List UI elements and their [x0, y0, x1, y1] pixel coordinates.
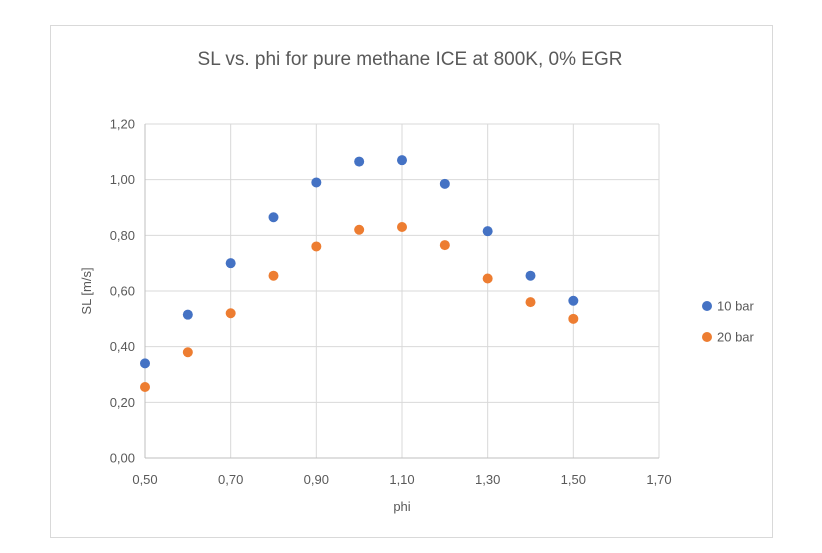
- y-tick-label: 0,80: [110, 228, 135, 243]
- chart-title: SL vs. phi for pure methane ICE at 800K,…: [198, 49, 623, 70]
- x-tick-label: 1,70: [646, 472, 671, 487]
- data-point-10-bar: [140, 358, 150, 369]
- tick-labels: 0,00 0,20 0,40 0,60 0,80 1,00 1,20 0,50 0,70 0,90…: [110, 117, 672, 488]
- data-point-10-bar: [311, 177, 322, 188]
- data-point-20-bar: [140, 382, 150, 393]
- data-point-10-bar: [525, 270, 536, 281]
- data-point-20-bar: [225, 308, 236, 319]
- x-tick-label: 1,30: [475, 472, 500, 487]
- data-point-20-bar: [397, 221, 407, 232]
- y-tick-label: 0,20: [110, 395, 135, 410]
- data-point-10-bar: [482, 226, 493, 237]
- x-tick-label: 1,10: [389, 472, 414, 487]
- data-point-20-bar: [439, 240, 450, 251]
- data-point-10-bar: [568, 295, 579, 306]
- y-tick-label: 1,00: [110, 172, 135, 187]
- x-axis-label: phi: [393, 499, 410, 514]
- legend-marker: [702, 332, 712, 342]
- data-point-20-bar: [311, 241, 322, 252]
- axes: [144, 124, 659, 459]
- y-tick-label: 1,20: [110, 117, 135, 132]
- x-tick-label: 0,70: [218, 472, 243, 487]
- chart-area: [50, 25, 773, 538]
- data-point-20-bar: [268, 270, 279, 281]
- data-point-10-bar: [225, 258, 236, 269]
- data-point-20-bar: [482, 273, 493, 284]
- y-tick-label: 0,00: [110, 451, 135, 466]
- y-tick-label: 0,40: [110, 339, 135, 354]
- data-point-20-bar: [525, 297, 536, 308]
- data-point-10-bar: [439, 178, 450, 189]
- legend-label: 10 bar: [717, 299, 755, 314]
- legend: 10 bar 20 bar: [702, 299, 755, 345]
- x-tick-label: 0,90: [304, 472, 329, 487]
- data-point-10-bar: [182, 309, 193, 320]
- data-point-20-bar: [568, 313, 579, 324]
- data-point-20-bar: [182, 347, 193, 358]
- x-tick-label: 0,50: [132, 472, 157, 487]
- data-point-10-bar: [354, 156, 365, 167]
- data-point-10-bar: [268, 212, 279, 223]
- legend-label: 20 bar: [717, 330, 755, 345]
- legend-marker: [702, 301, 712, 311]
- data-point-10-bar: [397, 155, 407, 166]
- data-point-20-bar: [354, 224, 365, 235]
- data-points: [140, 155, 579, 393]
- gridlines: [145, 123, 660, 458]
- y-tick-label: 0,60: [110, 284, 135, 299]
- x-tick-label: 1,50: [561, 472, 586, 487]
- y-axis-label: SL [m/s]: [79, 267, 94, 314]
